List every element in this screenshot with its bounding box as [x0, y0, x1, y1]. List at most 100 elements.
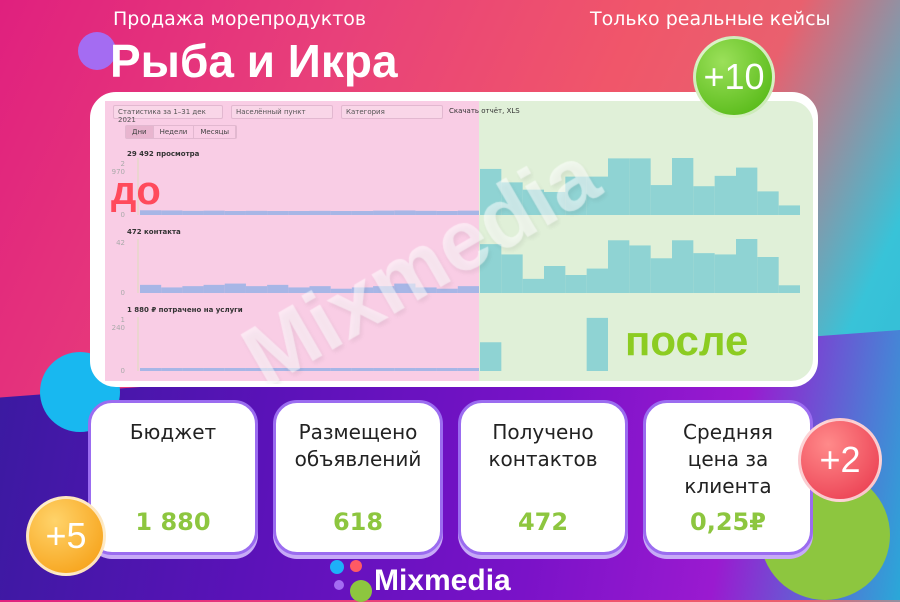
contacts-before-bar [309, 286, 331, 293]
card-title: Бюджет [129, 420, 217, 444]
contacts-after-bar [586, 268, 608, 293]
contacts-after-bar [736, 239, 758, 293]
contacts-before-bar [140, 284, 162, 293]
card-contacts: Получено контактов 472 [458, 400, 628, 555]
contacts-before-bar [415, 287, 437, 293]
views-after-bar [522, 189, 544, 215]
contacts-before-bar [267, 284, 289, 293]
views-after-bar [714, 175, 736, 215]
contacts-after-bar [522, 278, 544, 293]
card-ads: Размещено объявлений 618 [273, 400, 443, 555]
badge-plus-5: +5 [26, 496, 106, 576]
views-before-bar [288, 211, 310, 215]
spend-before-bar [182, 368, 204, 371]
views-before-bar [330, 211, 352, 215]
card-value: 1 880 [135, 508, 211, 536]
badge-plus-2: +2 [798, 418, 882, 502]
views-before-bar [182, 210, 204, 215]
views-before-bar [415, 210, 437, 215]
spend-before-bar [224, 368, 246, 371]
views-before-bar [373, 210, 395, 215]
contacts-after-bar [608, 240, 630, 293]
contacts-after-bar [714, 254, 736, 293]
views-before-bar [436, 211, 458, 215]
spend-before-bar [436, 368, 458, 371]
views-after-bar [565, 176, 587, 215]
contacts-before-bar [394, 283, 416, 293]
spend-before-bar [309, 368, 331, 371]
subtitle: Продажа морепродуктов [113, 8, 367, 30]
spend-before-bar [373, 368, 395, 371]
contacts-before-bar [373, 286, 395, 293]
spend-before-bar [245, 368, 268, 371]
stats-screenshot-panel: Статистика за 1–31 дек 2021 Населённый п… [90, 92, 818, 387]
mixmedia-logo: Mixmedia [330, 560, 550, 602]
contacts-before-bar [224, 283, 246, 293]
contacts-after-bar [629, 245, 651, 293]
views-after-bar [757, 191, 779, 215]
views-after-bar [629, 158, 651, 215]
card-title: Средняя цена за клиента [683, 420, 773, 498]
before-label: до [111, 169, 161, 213]
card-value: 618 [332, 508, 384, 536]
spend-before-bar [457, 368, 479, 371]
views-after-bar [501, 182, 523, 215]
spend-before-bar [203, 368, 225, 371]
card-value: 472 [517, 508, 569, 536]
contacts-after-bar [757, 257, 779, 293]
decor-circle [78, 32, 116, 70]
views-before-bar [351, 211, 374, 215]
views-after-bar [736, 167, 758, 215]
contacts-before-bar [161, 287, 183, 293]
card-value: 0,25₽ [690, 508, 766, 536]
contacts-after-bar [650, 258, 672, 293]
spend-before-bar [330, 368, 352, 371]
views-after-bar [544, 191, 566, 215]
download-report-link[interactable]: Скачать отчёт, XLS [449, 107, 520, 115]
contacts-after-bar [501, 254, 523, 293]
contacts-after-bar [480, 244, 502, 293]
spend-before-bar [288, 368, 310, 371]
after-label: после [625, 317, 749, 364]
views-after-bar [608, 158, 630, 215]
contacts-before-bar [182, 286, 204, 293]
contacts-before-bar [436, 288, 458, 293]
views-before-bar [267, 211, 289, 215]
tagline: Только реальные кейсы [590, 8, 831, 30]
contacts-after-bar [565, 275, 587, 293]
views-before-bar [161, 210, 183, 215]
spend-before-bar [267, 368, 289, 371]
spend-before-bar [161, 368, 183, 371]
spend-before-bar [415, 368, 437, 371]
contacts-before-bar [330, 288, 352, 293]
page-title: Рыба и Икра [110, 35, 398, 87]
contacts-before-bar [351, 287, 374, 293]
spend-before-bar [394, 368, 416, 371]
views-before-bar [309, 210, 331, 215]
badge-plus-10: +10 [693, 36, 775, 118]
views-after-bar [480, 168, 502, 215]
contacts-after-bar [544, 266, 566, 293]
spend-before-bar [140, 368, 162, 371]
contacts-after-bar [778, 285, 800, 293]
contacts-before-bar [245, 286, 268, 293]
views-before-bar [457, 210, 479, 215]
views-before-bar [245, 210, 268, 215]
views-before-bar [394, 210, 416, 215]
contacts-before-bar [288, 287, 310, 293]
contacts-after-bar [672, 240, 694, 293]
spend-after-bar [480, 342, 502, 371]
spend-before-bar [351, 368, 374, 371]
card-title: Получено контактов [488, 420, 598, 471]
views-before-bar [224, 211, 246, 215]
views-after-bar [650, 185, 672, 215]
spend-after-bar [586, 317, 608, 371]
views-before-bar [203, 210, 225, 215]
logo-text: Mixmedia [374, 564, 511, 597]
card-avg-price: Средняя цена за клиента 0,25₽ [643, 400, 813, 555]
contacts-after-bar [693, 253, 715, 293]
views-after-bar [672, 158, 694, 215]
views-after-bar [693, 186, 715, 215]
contacts-before-bar [457, 286, 479, 293]
card-title: Размещено объявлений [294, 420, 422, 471]
